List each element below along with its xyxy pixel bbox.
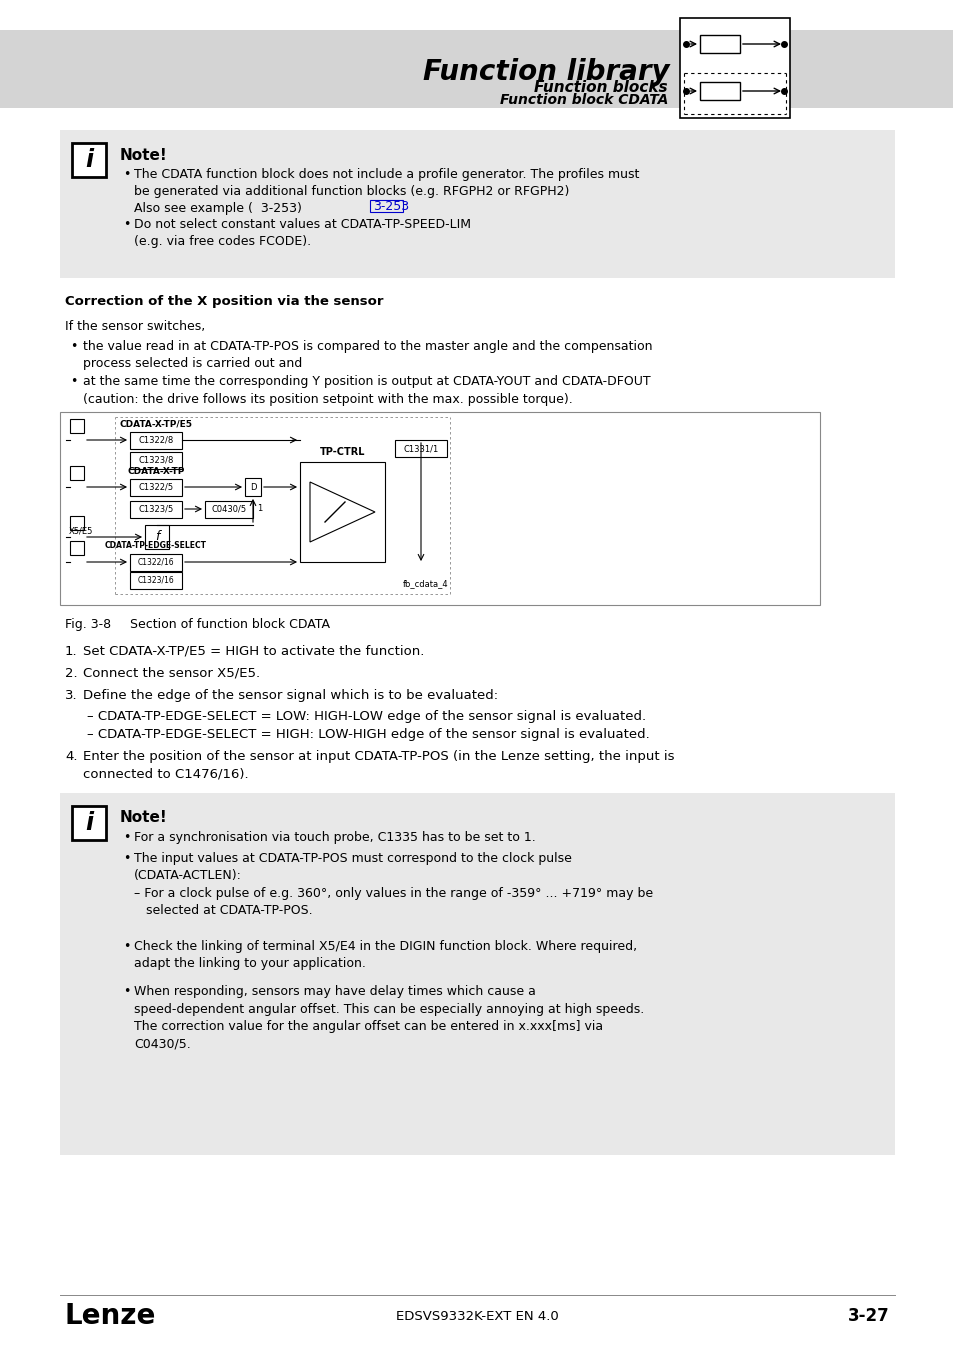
- Text: •: •: [70, 375, 77, 387]
- Text: CDATA-TP-EDGE-SELECT: CDATA-TP-EDGE-SELECT: [105, 541, 207, 551]
- Bar: [700, 82, 740, 100]
- Text: 4.: 4.: [65, 751, 77, 763]
- Text: The input values at CDATA-TP-POS must correspond to the clock pulse
(CDATA-ACTLE: The input values at CDATA-TP-POS must co…: [133, 852, 653, 918]
- Text: C1322/5: C1322/5: [138, 482, 173, 491]
- Bar: [130, 432, 182, 448]
- Bar: [60, 130, 894, 278]
- Text: Set CDATA-X-TP/E5 = HIGH to activate the function.: Set CDATA-X-TP/E5 = HIGH to activate the…: [83, 645, 424, 657]
- Text: C1323/16: C1323/16: [137, 575, 174, 585]
- Text: EDSVS9332K-EXT EN 4.0: EDSVS9332K-EXT EN 4.0: [395, 1310, 558, 1323]
- Text: Do not select constant values at CDATA-TP-SPEED-LIM
(e.g. via free codes FCODE).: Do not select constant values at CDATA-T…: [133, 217, 471, 248]
- Text: 3-27: 3-27: [847, 1307, 889, 1324]
- Text: TP-CTRL: TP-CTRL: [319, 447, 365, 458]
- Text: fb_cdata_4: fb_cdata_4: [402, 579, 448, 589]
- Text: CDATA-X-TP: CDATA-X-TP: [127, 467, 185, 475]
- Bar: [370, 200, 402, 212]
- Text: Connect the sensor X5/E5.: Connect the sensor X5/E5.: [83, 667, 260, 680]
- Text: C1322/16: C1322/16: [137, 558, 174, 567]
- Text: C1322/8: C1322/8: [138, 436, 173, 444]
- Bar: [60, 792, 894, 1156]
- Text: at the same time the corresponding Y position is output at CDATA-YOUT and CDATA-: at the same time the corresponding Y pos…: [83, 375, 650, 405]
- Text: Function block CDATA: Function block CDATA: [499, 93, 667, 107]
- Text: •: •: [123, 852, 131, 865]
- Bar: [70, 516, 84, 531]
- Text: •: •: [123, 167, 131, 181]
- Bar: [395, 440, 447, 458]
- Bar: [70, 541, 84, 555]
- Text: Define the edge of the sensor signal which is to be evaluated:: Define the edge of the sensor signal whi…: [83, 688, 497, 702]
- Polygon shape: [310, 482, 375, 541]
- Bar: [679, 18, 789, 117]
- Bar: [70, 418, 84, 433]
- Text: Fig. 3-8: Fig. 3-8: [65, 618, 111, 630]
- Bar: [130, 571, 182, 589]
- Text: C1331/1: C1331/1: [403, 444, 438, 454]
- Text: When responding, sensors may have delay times which cause a
speed-dependent angu: When responding, sensors may have delay …: [133, 986, 643, 1050]
- Bar: [245, 478, 261, 495]
- Text: The CDATA function block does not include a profile generator. The profiles must: The CDATA function block does not includ…: [133, 167, 639, 215]
- Text: Enter the position of the sensor at input CDATA-TP-POS (in the Lenze setting, th: Enter the position of the sensor at inpu…: [83, 751, 674, 780]
- Text: D: D: [250, 482, 256, 491]
- Text: 1.: 1.: [65, 645, 77, 657]
- Bar: [70, 466, 84, 481]
- Text: 1: 1: [256, 504, 262, 513]
- Text: C0430/5: C0430/5: [212, 505, 246, 513]
- Text: – CDATA-TP-EDGE-SELECT = HIGH: LOW-HIGH edge of the sensor signal is evaluated.: – CDATA-TP-EDGE-SELECT = HIGH: LOW-HIGH …: [87, 728, 649, 741]
- Text: •: •: [123, 940, 131, 953]
- Text: Note!: Note!: [120, 810, 168, 825]
- Text: Check the linking of terminal X5/E4 in the DIGIN function block. Where required,: Check the linking of terminal X5/E4 in t…: [133, 940, 637, 971]
- Bar: [700, 35, 740, 53]
- Text: If the sensor switches,: If the sensor switches,: [65, 320, 205, 333]
- Text: C1323/5: C1323/5: [138, 505, 173, 513]
- Bar: [71, 143, 106, 177]
- Bar: [130, 478, 182, 495]
- Text: Lenze: Lenze: [65, 1301, 156, 1330]
- Text: Correction of the X position via the sensor: Correction of the X position via the sen…: [65, 296, 383, 308]
- Text: X5/E5: X5/E5: [69, 526, 93, 535]
- Text: Section of function block CDATA: Section of function block CDATA: [130, 618, 330, 630]
- Text: 3‑253: 3‑253: [373, 200, 409, 213]
- Bar: [205, 501, 253, 517]
- Text: CDATA-X-TP/E5: CDATA-X-TP/E5: [119, 420, 193, 428]
- Text: – CDATA-TP-EDGE-SELECT = LOW: HIGH-LOW edge of the sensor signal is evaluated.: – CDATA-TP-EDGE-SELECT = LOW: HIGH-LOW e…: [87, 710, 645, 724]
- Bar: [0, 30, 953, 108]
- Text: C1323/8: C1323/8: [138, 455, 173, 464]
- Text: the value read in at CDATA-TP-POS is compared to the master angle and the compen: the value read in at CDATA-TP-POS is com…: [83, 340, 652, 370]
- Bar: [130, 451, 182, 468]
- Bar: [299, 462, 385, 562]
- Text: •: •: [123, 832, 131, 844]
- Text: •: •: [123, 986, 131, 998]
- Text: For a synchronisation via touch probe, C1335 has to be set to 1.: For a synchronisation via touch probe, C…: [133, 832, 536, 844]
- Text: Function blocks: Function blocks: [534, 80, 667, 94]
- Text: f: f: [154, 531, 159, 544]
- Text: Function library: Function library: [423, 58, 669, 86]
- Text: •: •: [70, 340, 77, 352]
- Text: i: i: [85, 148, 93, 171]
- Text: 3.: 3.: [65, 688, 77, 702]
- Bar: [60, 412, 820, 605]
- Bar: [145, 525, 169, 549]
- Text: i: i: [85, 811, 93, 836]
- Bar: [130, 501, 182, 517]
- Bar: [71, 806, 106, 840]
- Bar: [130, 554, 182, 571]
- Text: •: •: [123, 217, 131, 231]
- Text: Note!: Note!: [120, 148, 168, 163]
- Text: 2.: 2.: [65, 667, 77, 680]
